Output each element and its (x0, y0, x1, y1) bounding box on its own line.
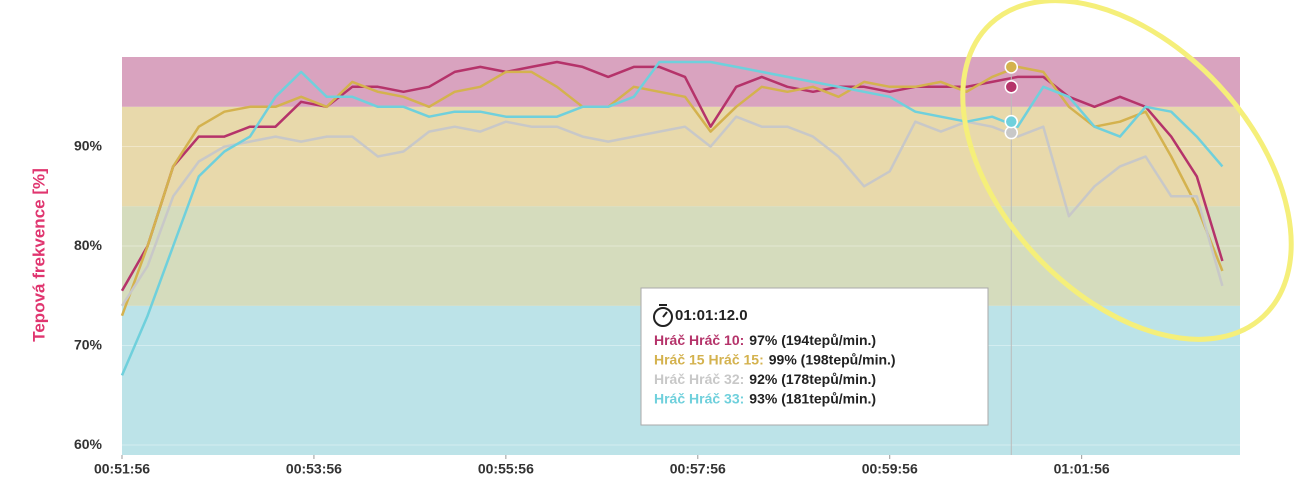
x-tick-label: 00:59:56 (862, 461, 918, 477)
zone-band (122, 106, 1240, 207)
series-line (120, 60, 1224, 292)
x-tick-label: 00:57:56 (670, 461, 726, 477)
y-tick-label: 90% (74, 137, 103, 153)
tooltip-row-name: Hráč Hráč 10: (654, 332, 744, 348)
tooltip-row: Hráč Hráč 32: 92% (178tepů/min.) (654, 371, 876, 387)
y-tick-label: 60% (74, 436, 103, 452)
tooltip-time: 01:01:12.0 (675, 307, 748, 324)
y-tick-label: 70% (74, 336, 103, 352)
x-tick-label: 00:53:56 (286, 461, 342, 477)
x-tick-label: 00:55:56 (478, 461, 534, 477)
cursor-dot (1004, 114, 1019, 129)
stopwatch-icon (653, 307, 673, 327)
tooltip-row: Hráč Hráč 10: 97% (194tepů/min.) (654, 332, 876, 348)
y-tick-label: 80% (74, 237, 103, 253)
x-tick-label: 00:51:56 (94, 461, 150, 477)
tooltip-row-name: Hráč 15 Hráč 15: (654, 351, 764, 367)
tooltip-row: Hráč Hráč 33: 93% (181tepů/min.) (654, 390, 876, 406)
series-line (120, 115, 1224, 307)
tooltip-row-value: 93% (181tepů/min.) (749, 390, 876, 406)
x-tick-label: 01:01:56 (1054, 461, 1110, 477)
highlight-ellipse (960, 0, 1294, 342)
series-line (120, 60, 1224, 376)
tooltip-box (640, 287, 989, 426)
tooltip-row-value: 97% (194tepů/min.) (749, 332, 876, 348)
tooltip-row-name: Hráč Hráč 33: (654, 390, 744, 406)
tooltip-row-name: Hráč Hráč 32: (654, 371, 744, 387)
tooltip-row-value: 92% (178tepů/min.) (749, 371, 876, 387)
tooltip-row-value: 99% (198tepů/min.) (769, 351, 896, 367)
cursor-dot (1004, 80, 1019, 94)
cursor-dot (1004, 60, 1019, 74)
series-line (120, 65, 1224, 317)
stopwatch-hand (662, 311, 668, 318)
tooltip-row: Hráč 15 Hráč 15: 99% (198tepů/min.) (654, 351, 896, 367)
y-axis-label: Tepová frekvence [%] (29, 168, 48, 342)
